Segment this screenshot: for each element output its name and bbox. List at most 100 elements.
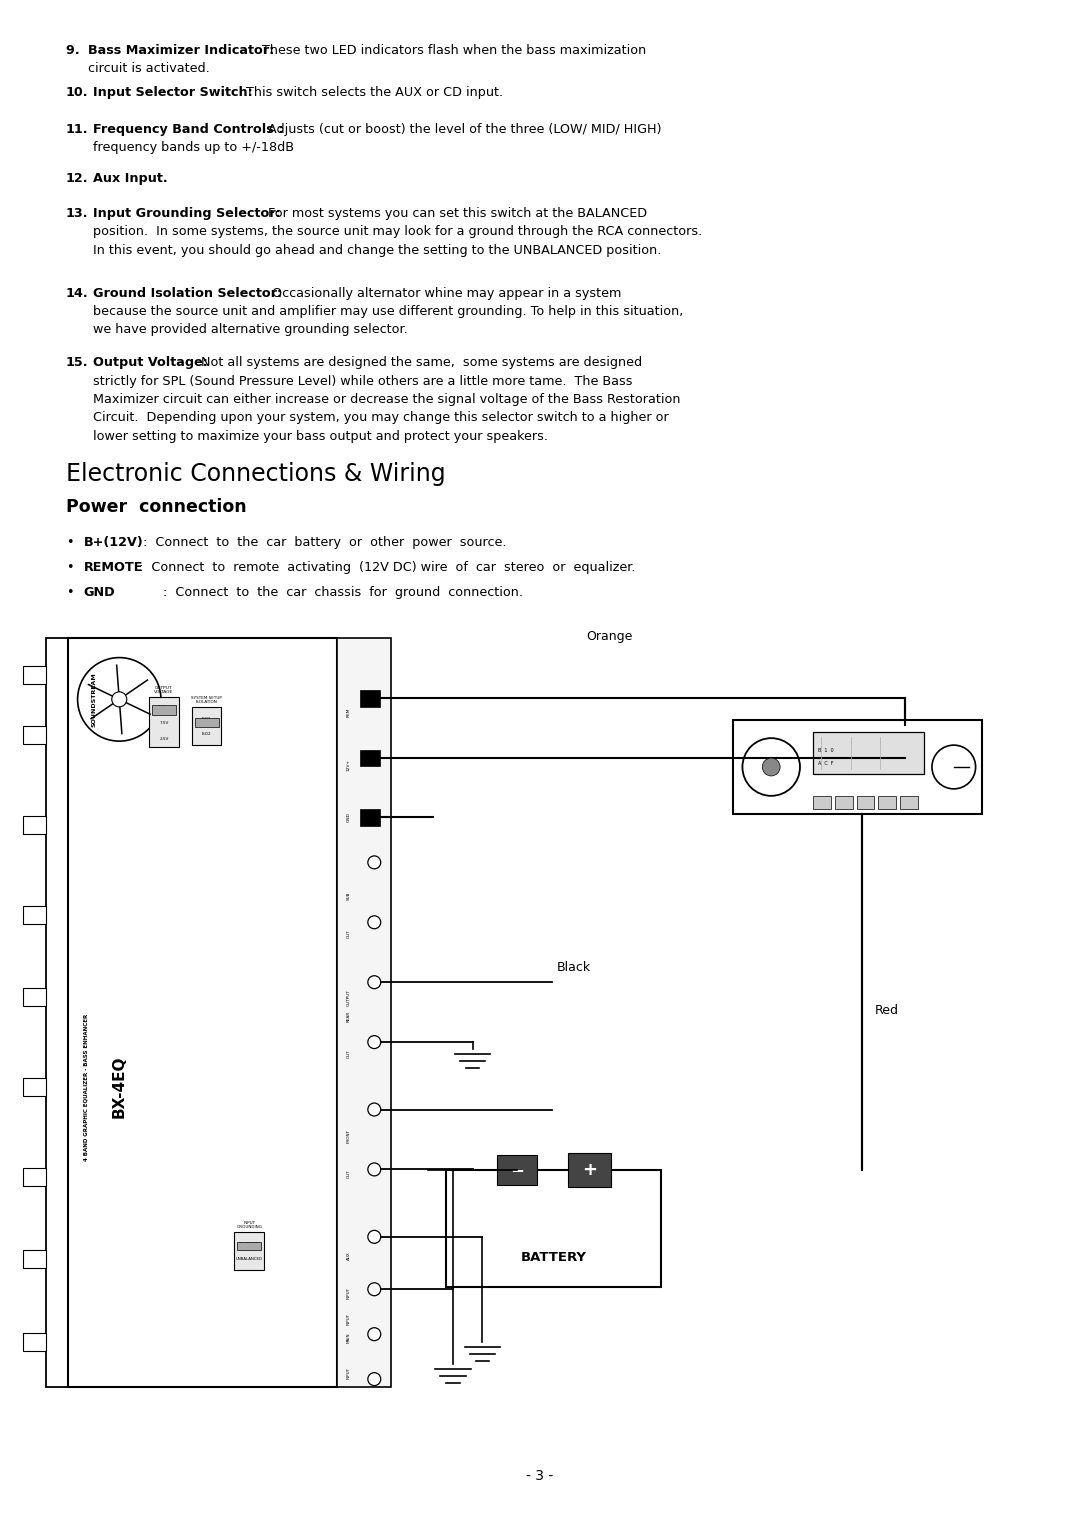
Bar: [733, 720, 982, 813]
Text: AUX: AUX: [347, 1252, 351, 1259]
Text: OUTPUT
VOLTAGE: OUTPUT VOLTAGE: [154, 686, 174, 694]
Text: INPUT: INPUT: [347, 1287, 351, 1299]
Text: 9.: 9.: [66, 44, 89, 57]
Text: - 3 -: - 3 -: [526, 1469, 554, 1483]
Text: •: •: [66, 561, 73, 574]
Text: 15.: 15.: [66, 357, 89, 369]
Text: GND: GND: [83, 585, 116, 599]
Bar: [68, 637, 337, 1386]
Text: 12.: 12.: [66, 172, 89, 185]
Bar: [192, 708, 221, 745]
Bar: [878, 795, 896, 809]
Bar: [149, 697, 179, 748]
Bar: [23, 726, 45, 745]
Bar: [901, 795, 918, 809]
Text: 10.: 10.: [66, 86, 89, 98]
Text: Power  connection: Power connection: [66, 498, 246, 516]
Bar: [568, 1154, 611, 1187]
Bar: [337, 637, 391, 1386]
Circle shape: [368, 1103, 381, 1115]
Text: BX-4EQ: BX-4EQ: [111, 1056, 126, 1118]
Circle shape: [368, 1328, 381, 1340]
Text: SUB: SUB: [347, 892, 351, 901]
Bar: [835, 795, 852, 809]
Text: REAR: REAR: [347, 1010, 351, 1022]
Text: :  Connect  to  the  car  battery  or  other  power  source.: : Connect to the car battery or other po…: [135, 536, 507, 550]
Text: Ground Isolation Selector:: Ground Isolation Selector:: [94, 286, 283, 300]
Bar: [497, 1155, 537, 1184]
Text: SOUNDSTREAM: SOUNDSTREAM: [92, 673, 97, 726]
Text: B+(12V): B+(12V): [83, 536, 144, 550]
Text: Frequency Band Controls :: Frequency Band Controls :: [94, 123, 284, 135]
Text: •: •: [66, 585, 73, 599]
Bar: [813, 795, 831, 809]
Bar: [813, 732, 924, 774]
Text: This switch selects the AUX or CD input.: This switch selects the AUX or CD input.: [242, 86, 503, 98]
Circle shape: [368, 916, 381, 928]
Bar: [194, 719, 218, 728]
Text: Output Voltage:: Output Voltage:: [94, 357, 208, 369]
Text: OUT: OUT: [347, 1049, 351, 1057]
Text: Not all systems are designed the same,  some systems are designed: Not all systems are designed the same, s…: [197, 357, 642, 369]
Text: BATTERY: BATTERY: [521, 1250, 586, 1264]
Bar: [361, 749, 380, 766]
Circle shape: [368, 1163, 381, 1177]
Circle shape: [368, 856, 381, 869]
Text: INPUT
GROUNDING: INPUT GROUNDING: [237, 1221, 262, 1230]
Text: REM: REM: [347, 708, 351, 717]
Circle shape: [78, 657, 161, 741]
Text: :  Connect  to  the  car  chassis  for  ground  connection.: : Connect to the car chassis for ground …: [135, 585, 523, 599]
Text: In this event, you should go ahead and change the setting to the UNBALANCED posi: In this event, you should go ahead and c…: [94, 244, 662, 257]
Circle shape: [368, 976, 381, 988]
Bar: [152, 705, 176, 715]
Text: OUTPUT: OUTPUT: [347, 988, 351, 1005]
Bar: [361, 689, 380, 706]
Text: 11.: 11.: [66, 123, 89, 135]
Bar: [23, 1167, 45, 1186]
Text: REMOTE: REMOTE: [83, 561, 143, 574]
Bar: [234, 1232, 265, 1270]
Text: These two LED indicators flash when the bass maximization: These two LED indicators flash when the …: [258, 44, 647, 57]
Bar: [856, 795, 875, 809]
Text: lower setting to maximize your bass output and protect your speakers.: lower setting to maximize your bass outp…: [94, 430, 549, 443]
Text: Occasionally alternator whine may appear in a system: Occasionally alternator whine may appear…: [268, 286, 621, 300]
Text: A  C  F: A C F: [818, 761, 834, 766]
Text: frequency bands up to +/-18dB: frequency bands up to +/-18dB: [94, 141, 295, 153]
Circle shape: [111, 692, 126, 706]
Text: −: −: [510, 1161, 524, 1178]
Circle shape: [368, 1230, 381, 1244]
Bar: [238, 1242, 261, 1250]
Circle shape: [368, 1373, 381, 1385]
Text: 2.5V: 2.5V: [159, 737, 168, 741]
Circle shape: [368, 1036, 381, 1048]
Text: •: •: [66, 536, 73, 550]
Text: :  Connect  to  remote  activating  (12V DC) wire  of  car  stereo  or  equalize: : Connect to remote activating (12V DC) …: [135, 561, 636, 574]
Text: Maximizer circuit can either increase or decrease the signal voltage of the Bass: Maximizer circuit can either increase or…: [94, 394, 681, 406]
Bar: [23, 817, 45, 833]
Bar: [23, 905, 45, 924]
Bar: [23, 1250, 45, 1268]
Text: FRONT: FRONT: [347, 1129, 351, 1143]
Text: because the source unit and amplifier may use different grounding. To help in th: because the source unit and amplifier ma…: [94, 305, 684, 319]
Text: B  1  0: B 1 0: [818, 748, 834, 754]
Text: Input Grounding Selector:: Input Grounding Selector:: [94, 207, 281, 221]
Text: ISO1: ISO1: [202, 717, 212, 722]
Text: Circuit.  Depending upon your system, you may change this selector switch to a h: Circuit. Depending upon your system, you…: [94, 412, 670, 424]
Text: INPUT: INPUT: [347, 1367, 351, 1379]
Text: UNBALANCED: UNBALANCED: [235, 1258, 262, 1261]
Text: we have provided alternative grounding selector.: we have provided alternative grounding s…: [94, 323, 408, 337]
Text: Input Selector Switch:: Input Selector Switch:: [94, 86, 253, 98]
Circle shape: [368, 1282, 381, 1296]
Text: circuit is activated.: circuit is activated.: [87, 63, 210, 75]
Bar: [446, 1170, 661, 1287]
Bar: [361, 809, 380, 826]
Text: INPUT: INPUT: [347, 1313, 351, 1325]
Circle shape: [762, 758, 780, 775]
Text: Adjusts (cut or boost) the level of the three (LOW/ MID/ HIGH): Adjusts (cut or boost) the level of the …: [265, 123, 662, 135]
Text: +: +: [582, 1161, 597, 1178]
Text: position.  In some systems, the source unit may look for a ground through the RC: position. In some systems, the source un…: [94, 225, 703, 239]
Text: SYSTEM SETUP
ISOLATION: SYSTEM SETUP ISOLATION: [191, 696, 222, 705]
Bar: [23, 1333, 45, 1351]
Text: 13.: 13.: [66, 207, 89, 221]
Text: OUT: OUT: [347, 928, 351, 938]
